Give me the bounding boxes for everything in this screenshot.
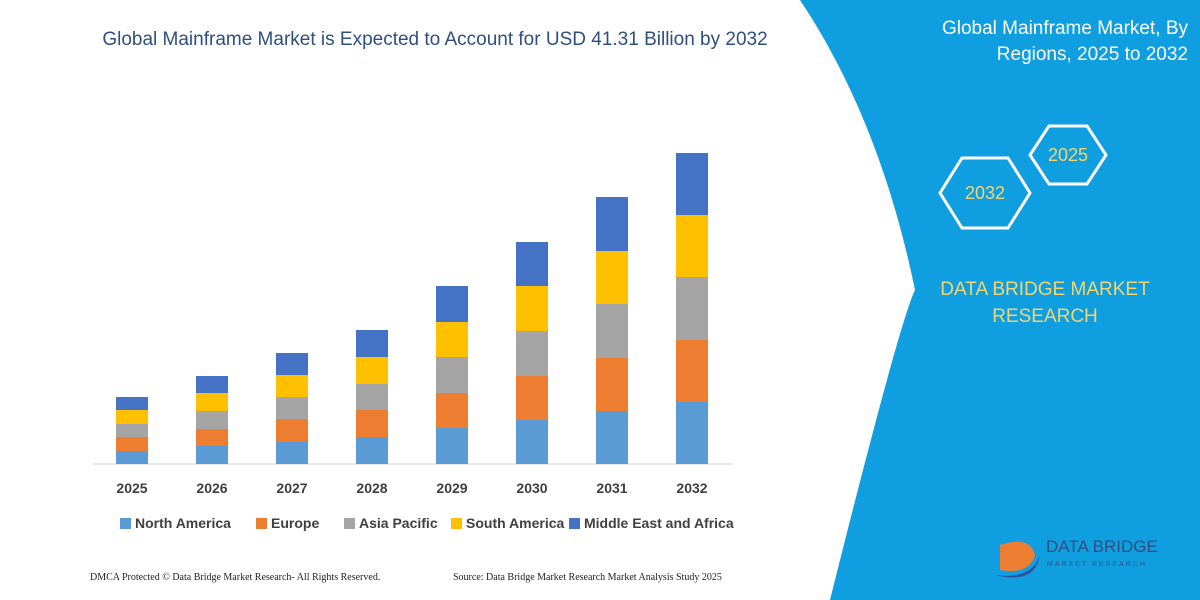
- bar-segment: [356, 410, 388, 437]
- x-tick-label: 2026: [196, 480, 227, 496]
- x-tick-label: 2029: [436, 480, 467, 496]
- bar-segment: [436, 428, 468, 464]
- legend-swatch: [120, 518, 131, 529]
- bar-segment: [676, 277, 708, 340]
- x-tick-label: 2028: [356, 480, 387, 496]
- bar-segment: [596, 251, 628, 304]
- bar-segment: [356, 437, 388, 464]
- hexagon-label: 2025: [1048, 145, 1088, 165]
- brand-text: DATA BRIDGE MARKET RESEARCH: [940, 279, 1150, 327]
- bar-segment: [436, 286, 468, 322]
- logo-mark: [1000, 530, 1035, 571]
- x-tick-label: 2030: [516, 480, 547, 496]
- bar-segment: [676, 340, 708, 402]
- footer-right: Source: Data Bridge Market Research Mark…: [453, 572, 722, 583]
- x-tick-label: 2025: [116, 480, 147, 496]
- bar-segment: [116, 397, 148, 410]
- hexagon: [938, 156, 1032, 230]
- logo-name: DATA BRIDGE: [1046, 537, 1158, 556]
- bar-segment: [196, 429, 228, 446]
- bar-segment: [596, 411, 628, 464]
- bar-segment: [356, 357, 388, 384]
- legend-label: Middle East and Africa: [584, 515, 734, 531]
- bar-segment: [276, 419, 308, 442]
- legend-swatch: [451, 518, 462, 529]
- logo-mark: [995, 555, 1040, 578]
- footer-left: DMCA Protected © Data Bridge Market Rese…: [90, 572, 381, 583]
- bar-segment: [676, 402, 708, 464]
- bar-segment: [116, 437, 148, 451]
- bar-segment: [516, 286, 548, 331]
- bar-segment: [196, 446, 228, 464]
- bar-segment: [516, 420, 548, 464]
- bar-segment: [436, 357, 468, 393]
- logo-tagline: MARKET RESEARCH: [1047, 561, 1147, 568]
- bar-segment: [516, 376, 548, 420]
- bar-segment: [116, 410, 148, 424]
- bar-segment: [596, 304, 628, 358]
- hexagon-label: 2032: [965, 183, 1005, 203]
- side-panel: [800, 0, 1200, 600]
- bar-segment: [196, 411, 228, 429]
- legend-swatch: [569, 518, 580, 529]
- bar-segment: [276, 375, 308, 397]
- legend-label: South America: [466, 515, 564, 531]
- bar-segment: [676, 153, 708, 215]
- bar-segment: [276, 397, 308, 419]
- bar-segment: [116, 424, 148, 437]
- hexagon: [1028, 124, 1108, 186]
- bar-segment: [596, 358, 628, 411]
- bar-segment: [276, 353, 308, 375]
- bar-segment: [516, 331, 548, 376]
- bar-segment: [196, 376, 228, 393]
- bar-segment: [516, 242, 548, 286]
- bar-segment: [436, 322, 468, 357]
- panel-title: Global Mainframe Market, By Regions, 202…: [941, 18, 1188, 65]
- bar-segment: [356, 330, 388, 357]
- legend-swatch: [344, 518, 355, 529]
- x-tick-label: 2027: [276, 480, 307, 496]
- legend-label: Europe: [271, 515, 319, 531]
- bar-segment: [116, 451, 148, 464]
- chart-title: Global Mainframe Market is Expected to A…: [102, 29, 768, 50]
- bar-segment: [356, 384, 388, 410]
- x-tick-label: 2032: [676, 480, 707, 496]
- legend-label: Asia Pacific: [359, 515, 438, 531]
- legend-label: North America: [135, 515, 231, 531]
- x-tick-label: 2031: [596, 480, 627, 496]
- bar-segment: [196, 393, 228, 411]
- legend-swatch: [256, 518, 267, 529]
- bar-segment: [436, 393, 468, 428]
- bar-segment: [676, 215, 708, 277]
- bar-segment: [276, 442, 308, 464]
- bar-segment: [596, 197, 628, 251]
